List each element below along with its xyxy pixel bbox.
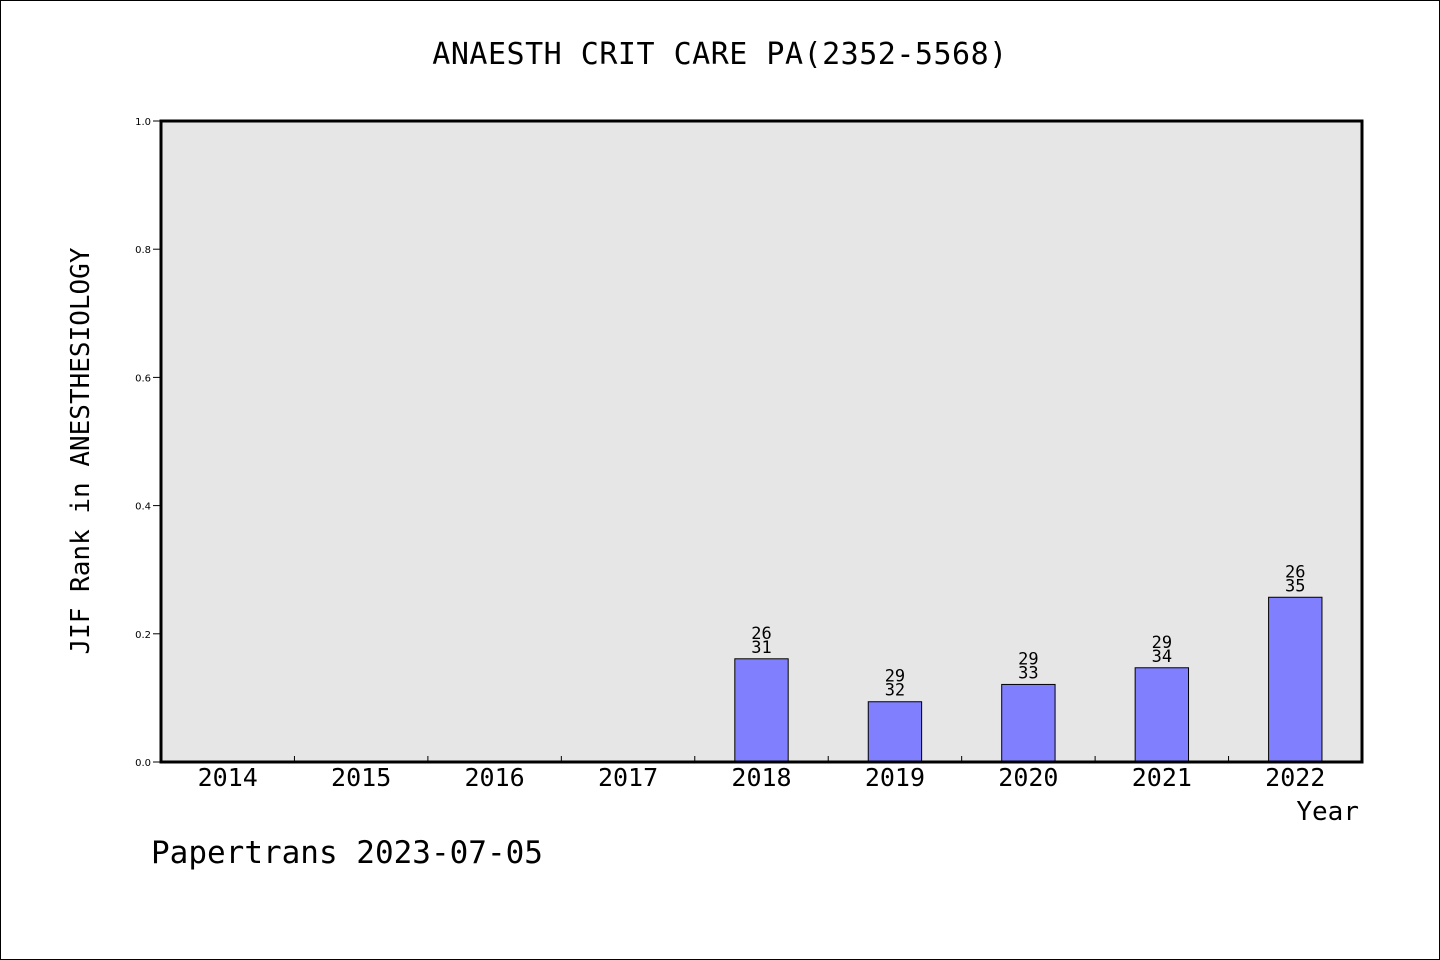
bar-label-total: 33 [1018,663,1038,683]
x-tick-label: 2017 [598,763,658,792]
y-tick-label: 0.8 [135,245,151,256]
x-axis-label: Year [1296,797,1359,827]
x-tick-label: 2022 [1265,763,1325,792]
footer-credit: Papertrans 2023-07-05 [151,835,543,871]
x-tick-label: 2020 [998,763,1058,792]
bar-label-rank: 26 [1285,562,1305,582]
bar [734,658,789,763]
bar-label-total: 34 [1152,647,1172,667]
x-tick-label: 2021 [1132,763,1192,792]
y-tick-label: 0.2 [135,630,151,641]
x-tick-label: 2016 [465,763,525,792]
bar [867,701,923,763]
chart-title: ANAESTH CRIT CARE PA(2352-5568) [432,37,1008,72]
bar [1134,667,1190,763]
x-tick-label: 2018 [731,763,791,792]
bar-label-total: 35 [1285,576,1305,596]
bar-label-rank: 29 [885,667,905,687]
bar-label-rank: 29 [1018,649,1038,669]
bar [1268,596,1323,763]
bar [1001,683,1056,763]
y-tick-label: 0.0 [135,758,151,769]
bar-label-total: 31 [751,638,771,658]
x-tick-label: 2019 [865,763,925,792]
bar-label-total: 32 [885,681,905,701]
bar-label-rank: 26 [751,624,771,644]
y-tick-label: 0.6 [135,373,151,384]
x-tick-label: 2015 [331,763,391,792]
x-tick-label: 2014 [198,763,258,792]
y-tick-label: 0.4 [135,502,151,513]
plot-border [159,119,1364,764]
bar-label-rank: 29 [1152,633,1172,653]
y-tick-label: 1.0 [135,117,151,128]
plot-background [161,121,1362,762]
